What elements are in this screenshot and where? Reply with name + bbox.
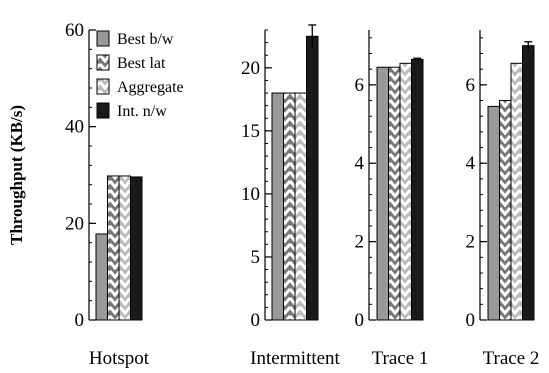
bar-hotspot-best-b-w [95,233,108,321]
category-label-hotspot: Hotspot [89,348,150,369]
y-tick-label: 15 [241,121,260,142]
y-tick-label: 20 [241,58,260,79]
bar-trace-1-int-n-w [411,58,424,321]
bar-trace-2-best-lat [499,100,512,321]
legend-swatch-best-lat [96,54,110,71]
y-tick-label: 2 [355,232,365,253]
bar-hotspot-aggregate [118,175,131,321]
panel-hotspot: 0 20 40 60 Hotspot [65,20,150,369]
bar-trace-2-int-n-w [522,45,535,321]
bar-trace-1-aggregate [399,62,412,321]
bar-trace-1-best-lat [388,66,401,321]
bar-intermittent-aggregate [294,92,307,321]
y-tick-label: 0 [251,310,261,331]
y-tick-label: 0 [355,310,365,331]
y-axis-label: Throughput (KB/s) [7,105,26,245]
y-tick-label: 4 [466,153,476,174]
category-label-intermittent: Intermittent [250,348,340,369]
legend-label-best-bw: Best b/w [117,31,174,48]
category-label-trace-1: Trace 1 [372,348,429,369]
y-tick-label: 20 [65,213,84,234]
y-tick-label: 6 [355,75,365,96]
y-tick-label: 40 [65,117,84,138]
bar-hotspot-best-lat [107,175,120,321]
legend: Best b/w Best lat Aggregate Int. n/w [96,30,184,120]
legend-swatch-int-nw [96,102,110,119]
bar-trace-2-aggregate [510,62,523,321]
y-tick-label: 6 [466,75,476,96]
y-tick-label: 5 [251,247,261,268]
bar-intermittent-best-b-w [271,92,284,321]
y-tick-label: 10 [241,184,260,205]
panel-intermittent: 0 5 10 15 20 Intermittent [241,24,341,369]
panel-trace-2: 0 2 4 6 Trace 2 [466,30,540,369]
bar-intermittent-best-lat [283,92,296,321]
panel-trace-1: 0 2 4 6 Trace 1 [355,30,429,369]
bar-intermittent-int-n-w [306,35,319,321]
bar-hotspot-int-n-w [130,176,143,321]
y-tick-label: 0 [466,310,476,331]
legend-swatch-aggregate [96,78,110,95]
y-tick-label: 60 [65,20,84,41]
legend-label-int-nw: Int. n/w [117,103,167,120]
legend-swatch-best-bw [96,30,110,47]
y-tick-label: 4 [355,153,365,174]
legend-label-aggregate: Aggregate [117,79,184,96]
legend-label-best-lat: Best lat [117,55,166,72]
y-tick-label: 0 [75,310,85,331]
y-tick-label: 2 [466,232,476,253]
category-label-trace-2: Trace 2 [483,348,540,369]
chart-panels: 0204060Hotspot05101520Intermittent0246Tr… [65,20,539,369]
bar-trace-1-best-b-w [376,66,389,321]
bar-trace-2-best-b-w [487,105,500,321]
